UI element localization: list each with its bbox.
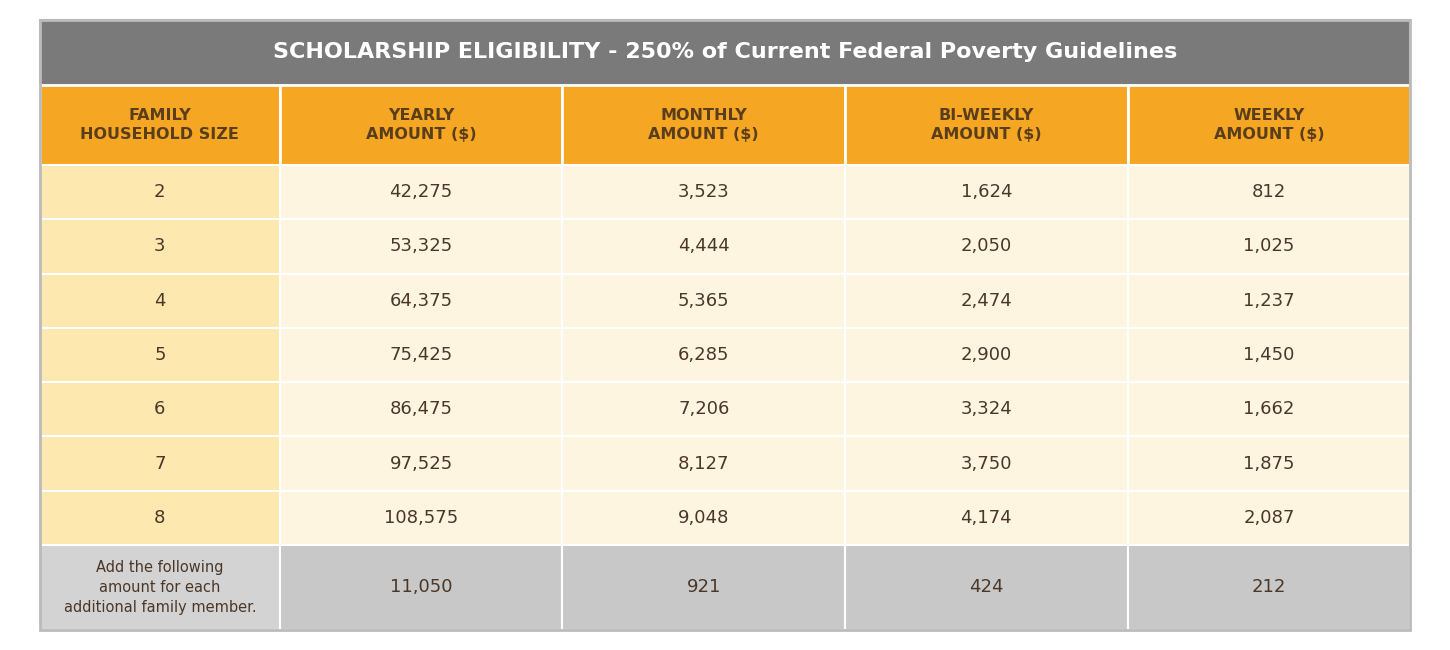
Text: 8: 8 [154,509,165,527]
Text: 6: 6 [154,400,165,419]
Bar [563,165,845,219]
Bar [41,436,280,491]
Bar [41,382,280,436]
Bar [280,382,563,436]
Bar [845,85,1128,165]
Bar [280,165,563,219]
Text: 3: 3 [154,237,165,255]
Bar [41,20,1409,85]
Bar [845,382,1128,436]
Bar [845,165,1128,219]
Text: 2: 2 [154,183,165,201]
Bar [845,545,1128,630]
Text: 7: 7 [154,454,165,473]
Bar [845,219,1128,274]
Text: 7,206: 7,206 [679,400,729,419]
Bar [41,328,280,382]
Bar [1128,328,1411,382]
Text: SCHOLARSHIP ELIGIBILITY - 250% of Current Federal Poverty Guidelines: SCHOLARSHIP ELIGIBILITY - 250% of Curren… [273,42,1177,62]
Bar [1128,85,1411,165]
Text: 3,750: 3,750 [960,454,1012,473]
Bar [563,545,845,630]
Text: 53,325: 53,325 [390,237,452,255]
Text: MONTHLY
AMOUNT ($): MONTHLY AMOUNT ($) [648,108,758,142]
Bar [280,436,563,491]
Text: 1,237: 1,237 [1243,292,1295,309]
Bar [563,436,845,491]
Text: YEARLY
AMOUNT ($): YEARLY AMOUNT ($) [365,108,477,142]
Text: 1,025: 1,025 [1243,237,1295,255]
Text: 108,575: 108,575 [384,509,458,527]
Text: Add the following
amount for each
additional family member.: Add the following amount for each additi… [64,560,257,615]
Bar [563,274,845,328]
Text: 4: 4 [154,292,165,309]
Text: 6,285: 6,285 [679,346,729,364]
Bar [845,274,1128,328]
Text: 1,875: 1,875 [1243,454,1295,473]
Text: 1,624: 1,624 [960,183,1012,201]
Bar [1128,219,1411,274]
Text: 4,174: 4,174 [960,509,1012,527]
Bar [41,165,280,219]
Text: BI-WEEKLY
AMOUNT ($): BI-WEEKLY AMOUNT ($) [931,108,1041,142]
Text: 4,444: 4,444 [677,237,729,255]
Text: 11,050: 11,050 [390,578,452,597]
Text: 1,662: 1,662 [1243,400,1295,419]
Text: 42,275: 42,275 [390,183,452,201]
Bar [280,491,563,545]
Text: 424: 424 [969,578,1003,597]
Text: 9,048: 9,048 [679,509,729,527]
Bar [41,219,280,274]
Text: 8,127: 8,127 [679,454,729,473]
Text: 2,050: 2,050 [961,237,1012,255]
Bar [1128,491,1411,545]
Bar [563,491,845,545]
Text: 64,375: 64,375 [390,292,452,309]
Bar [563,328,845,382]
Text: 86,475: 86,475 [390,400,452,419]
Bar [845,328,1128,382]
Text: 212: 212 [1251,578,1286,597]
Text: 2,474: 2,474 [960,292,1012,309]
Text: 97,525: 97,525 [390,454,452,473]
Text: 1,450: 1,450 [1243,346,1295,364]
Bar [41,491,280,545]
Bar [563,219,845,274]
Text: 2,087: 2,087 [1243,509,1295,527]
Bar [280,274,563,328]
Bar [280,545,563,630]
Bar [1128,545,1411,630]
Text: FAMILY
HOUSEHOLD SIZE: FAMILY HOUSEHOLD SIZE [80,108,239,142]
Bar [41,85,280,165]
Text: 5: 5 [154,346,165,364]
Bar [41,274,280,328]
Bar [845,436,1128,491]
Bar [1128,274,1411,328]
Text: 75,425: 75,425 [390,346,452,364]
Text: WEEKLY
AMOUNT ($): WEEKLY AMOUNT ($) [1214,108,1324,142]
Bar [845,491,1128,545]
Bar [1128,436,1411,491]
Text: 2,900: 2,900 [961,346,1012,364]
Text: 812: 812 [1251,183,1286,201]
Text: 3,523: 3,523 [677,183,729,201]
Text: 3,324: 3,324 [960,400,1012,419]
Bar [563,382,845,436]
Bar [563,85,845,165]
Bar [41,545,280,630]
Bar [280,85,563,165]
Bar [1128,382,1411,436]
Bar [1128,165,1411,219]
Bar [280,328,563,382]
Bar [280,219,563,274]
Text: 5,365: 5,365 [679,292,729,309]
Text: 921: 921 [686,578,721,597]
